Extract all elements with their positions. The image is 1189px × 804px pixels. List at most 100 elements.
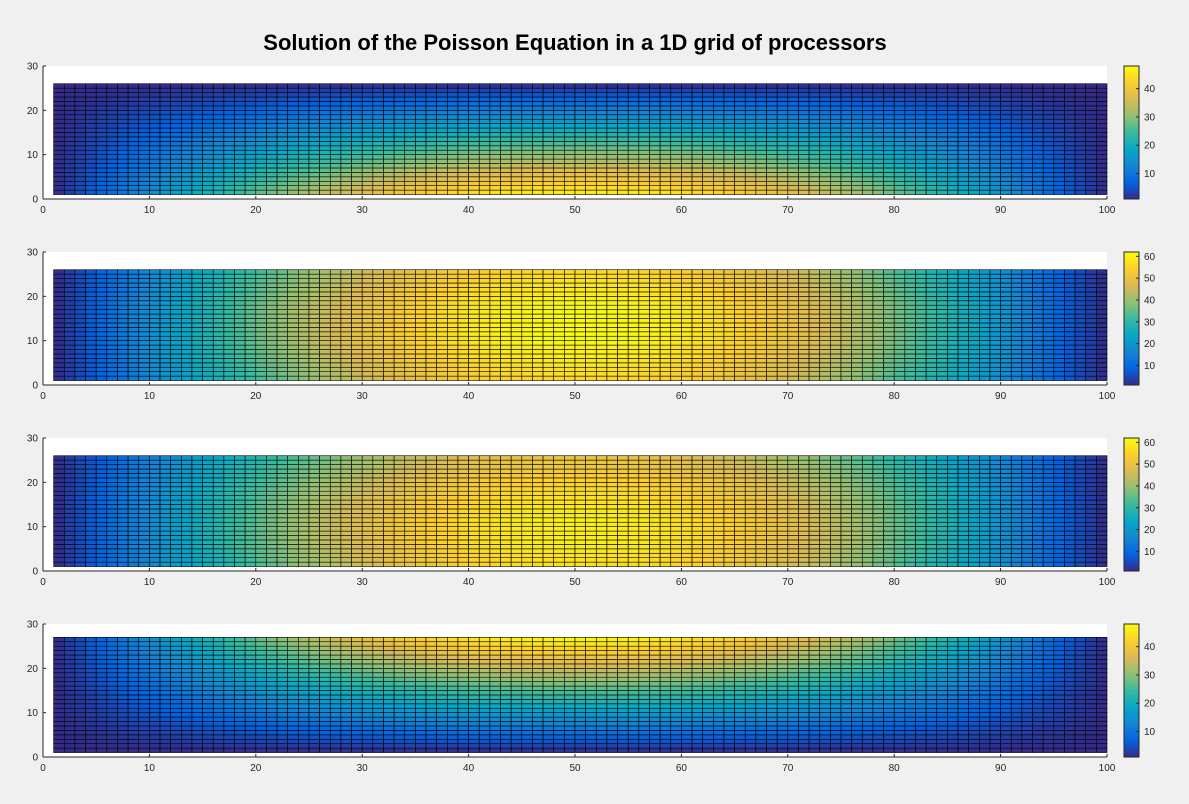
heatmap-cell [606, 149, 618, 155]
heatmap-cell [489, 291, 501, 297]
heatmap-cell [564, 163, 576, 169]
heatmap-cell [468, 269, 480, 275]
heatmap-cell [117, 327, 129, 333]
heatmap-cell [627, 313, 640, 319]
heatmap-cell [149, 101, 161, 107]
heatmap-cell [1021, 349, 1033, 355]
heatmap-cell [191, 105, 203, 111]
heatmap-cell [947, 167, 959, 173]
heatmap-cell [840, 287, 852, 293]
heatmap-cell [936, 304, 948, 310]
heatmap-cell [691, 353, 703, 359]
heatmap-cell [181, 101, 193, 107]
heatmap-cell [808, 105, 821, 111]
heatmap-cell [383, 273, 395, 279]
heatmap-cell [979, 335, 991, 341]
heatmap-cell [723, 300, 735, 306]
heatmap-cell [468, 87, 480, 93]
heatmap-cell [755, 185, 767, 191]
heatmap-cell [425, 118, 437, 124]
heatmap-cell [893, 278, 906, 284]
heatmap-cell [585, 180, 597, 187]
heatmap-cell [223, 92, 235, 98]
heatmap-cell [340, 331, 352, 337]
heatmap-cell [1042, 127, 1055, 133]
heatmap-cell [1096, 118, 1108, 124]
heatmap-cell [276, 269, 289, 275]
heatmap-cell [266, 366, 278, 372]
heatmap-cell [191, 282, 203, 288]
heatmap-cell [925, 296, 938, 302]
heatmap-cell [329, 163, 342, 169]
heatmap-cell [830, 118, 842, 124]
colorbar-segment [1124, 88, 1139, 92]
heatmap-cell [936, 105, 948, 111]
heatmap-cell [936, 149, 948, 155]
heatmap-cell [106, 335, 118, 341]
heatmap-cell [170, 172, 182, 178]
heatmap-cell [1000, 371, 1012, 377]
heatmap-cell [329, 300, 342, 306]
heatmap-cell [74, 313, 86, 319]
heatmap-cell [223, 180, 235, 187]
heatmap-cell [181, 340, 193, 346]
heatmap-cell [787, 366, 799, 372]
heatmap-cell [329, 127, 342, 133]
heatmap-cell [574, 353, 586, 359]
heatmap-cell [340, 158, 352, 164]
heatmap-cell [925, 287, 938, 293]
heatmap-cell [244, 300, 257, 306]
heatmap-cell [649, 141, 661, 147]
heatmap-cell [840, 132, 852, 138]
heatmap-cell [851, 185, 863, 191]
heatmap-cell [968, 313, 980, 319]
heatmap-cell [351, 167, 363, 173]
heatmap-cell [595, 287, 608, 293]
heatmap-cell [830, 327, 842, 333]
heatmap-cell [713, 123, 725, 129]
heatmap-cell [149, 110, 161, 116]
heatmap-cell [691, 318, 703, 324]
heatmap-cell [1053, 110, 1065, 116]
heatmap-cell [713, 118, 725, 124]
heatmap-cell [170, 167, 182, 173]
heatmap-cell [627, 185, 640, 191]
heatmap-cell [766, 269, 778, 275]
heatmap-cell [223, 136, 235, 142]
heatmap-cell [436, 287, 448, 293]
heatmap-cell [606, 145, 618, 151]
heatmap-cell [106, 371, 118, 377]
heatmap-cell [74, 101, 86, 107]
heatmap-cell [627, 132, 640, 138]
heatmap-cell [234, 145, 246, 151]
heatmap-cell [670, 296, 682, 302]
heatmap-cell [819, 167, 831, 173]
heatmap-cell [542, 309, 555, 315]
heatmap-cell [798, 87, 810, 93]
heatmap-cell [404, 322, 416, 328]
heatmap-cell [63, 291, 76, 297]
heatmap-cell [564, 296, 576, 302]
heatmap-cell [1053, 273, 1065, 279]
heatmap-cell [840, 92, 852, 98]
heatmap-cell [1000, 167, 1012, 173]
heatmap-cell [574, 300, 586, 306]
heatmap-cell [319, 322, 331, 328]
heatmap-cell [606, 331, 618, 337]
heatmap-cell [606, 87, 618, 93]
heatmap-cell [202, 189, 214, 195]
heatmap-cell [681, 158, 693, 164]
heatmap-cell [287, 300, 299, 306]
heatmap-cell [819, 269, 831, 275]
heatmap-cell [798, 309, 810, 315]
heatmap-cell [1074, 136, 1087, 142]
heatmap-cell [947, 141, 959, 147]
heatmap-cell [117, 273, 129, 279]
heatmap-cell [861, 101, 874, 107]
heatmap-cell [447, 83, 459, 89]
heatmap-cell [361, 87, 374, 93]
heatmap-cell [95, 362, 108, 368]
heatmap-cell [989, 296, 1001, 302]
heatmap-cell [702, 358, 714, 364]
heatmap-cell [1042, 132, 1055, 138]
